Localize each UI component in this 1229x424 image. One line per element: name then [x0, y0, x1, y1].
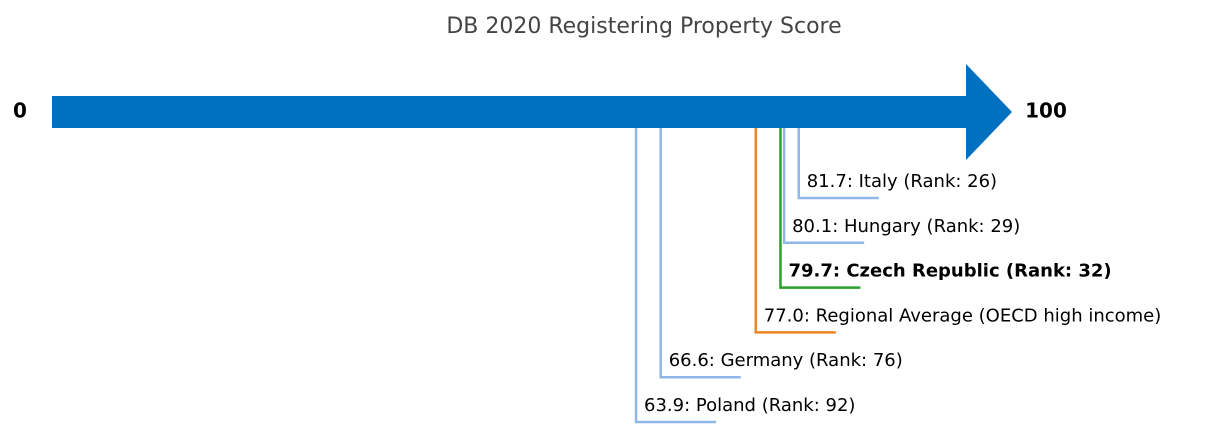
axis-arrow	[52, 64, 1012, 160]
leader-line	[634, 128, 717, 424]
value-label: 63.9: Poland (Rank: 92)	[644, 395, 855, 416]
leader-line	[754, 128, 836, 334]
chart-title: DB 2020 Registering Property Score	[446, 14, 841, 39]
value-label: 80.1: Hungary (Rank: 29)	[792, 216, 1020, 237]
axis-end-label: 100	[1025, 99, 1067, 123]
leader-line	[779, 128, 861, 289]
value-label: 66.6: Germany (Rank: 76)	[669, 350, 903, 371]
value-label: 77.0: Regional Average (OECD high income…	[764, 305, 1162, 326]
value-label: 79.7: Czech Republic (Rank: 32)	[788, 261, 1111, 282]
leader-line	[797, 128, 879, 200]
leader-line	[659, 128, 741, 379]
value-label: 81.7: Italy (Rank: 26)	[807, 171, 997, 192]
leader-line	[782, 128, 865, 245]
axis-end-label: 0	[13, 99, 27, 123]
